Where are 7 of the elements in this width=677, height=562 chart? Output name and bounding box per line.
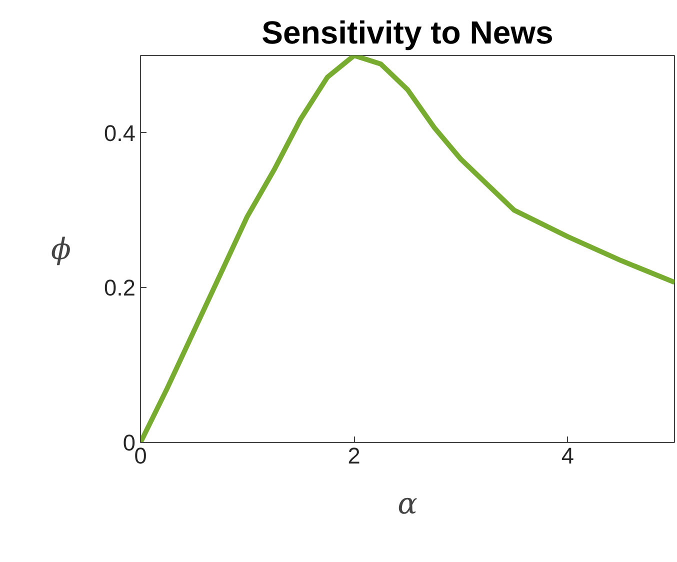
y-tick-label: 0.4 <box>104 120 136 146</box>
chart-title: Sensitivity to News <box>262 14 554 50</box>
x-tick-label: 2 <box>348 442 360 468</box>
y-axis-title: ϕ <box>51 232 72 266</box>
x-axis-title: α <box>398 486 418 520</box>
y-tick-label: 0.2 <box>104 274 136 301</box>
x-tick-label: 4 <box>561 442 574 468</box>
